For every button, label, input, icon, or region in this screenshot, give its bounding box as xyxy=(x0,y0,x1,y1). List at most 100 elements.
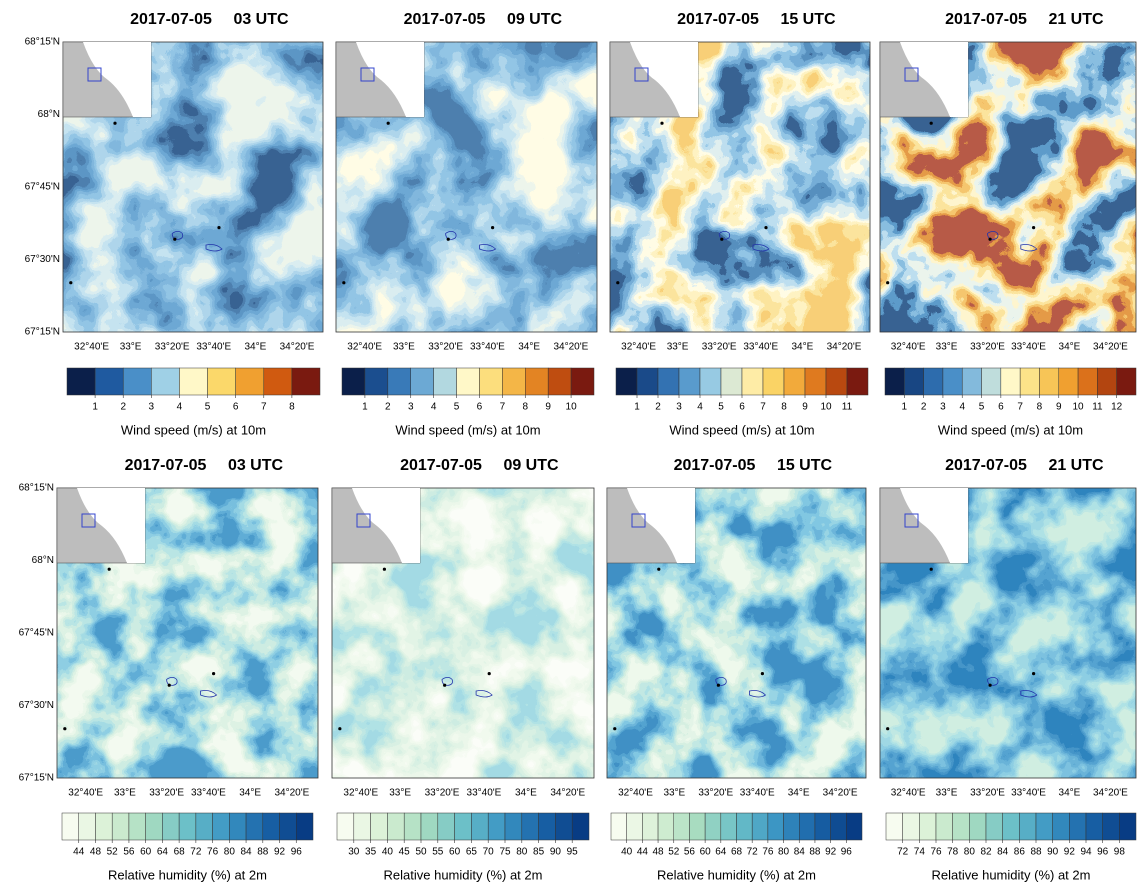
colorbar-tick-label: 64 xyxy=(157,847,169,858)
station xyxy=(113,122,116,125)
colorbar-tick-label: 72 xyxy=(190,847,202,858)
colorbar-tick-label: 88 xyxy=(809,847,821,858)
station xyxy=(491,226,494,229)
colorbar-tick-label: 92 xyxy=(274,847,286,858)
colorbar-tick-label: 5 xyxy=(979,402,985,413)
colorbar-tick-label: 7 xyxy=(500,402,506,413)
lon-label: 33°20'E xyxy=(970,342,1005,353)
colorbar-tick-label: 84 xyxy=(794,847,806,858)
colorbar-box xyxy=(700,368,721,395)
colorbar-tick-label: 92 xyxy=(825,847,837,858)
lon-label: 33°40'E xyxy=(191,788,226,799)
colorbar-box xyxy=(784,368,805,395)
colorbar-tick-label: 64 xyxy=(715,847,727,858)
station xyxy=(63,727,66,730)
colorbar-tick-label: 68 xyxy=(731,847,743,858)
colorbar-box xyxy=(365,368,388,395)
lon-label: 33°40'E xyxy=(470,342,505,353)
colorbar-box xyxy=(1059,368,1078,395)
colorbar-tick-label: 1 xyxy=(902,402,908,413)
colorbar-tick-label: 94 xyxy=(1080,847,1092,858)
colorbar-box xyxy=(904,368,923,395)
colorbar-box xyxy=(616,368,637,395)
colorbar-box xyxy=(705,813,721,840)
station xyxy=(988,238,991,241)
colorbar-box xyxy=(903,813,920,840)
colorbar-box xyxy=(213,813,230,840)
colorbar-tick-label: 85 xyxy=(533,847,545,858)
colorbar-box xyxy=(342,368,365,395)
colorbar-box xyxy=(924,368,943,395)
colorbar-box xyxy=(826,368,847,395)
colorbar-box xyxy=(522,813,539,840)
colorbar-tick-label: 88 xyxy=(257,847,269,858)
colorbar-box xyxy=(768,813,784,840)
colorbar-tick-label: 2 xyxy=(921,402,927,413)
lat-label: 67°45'N xyxy=(25,182,60,193)
colorbar-box xyxy=(627,813,643,840)
colorbar-tick-label: 56 xyxy=(684,847,696,858)
colorbar-tick-label: 5 xyxy=(205,402,211,413)
lon-label: 32°40'E xyxy=(618,788,653,799)
lon-label: 33°20'E xyxy=(702,342,737,353)
colorbar-box xyxy=(936,813,953,840)
lon-label: 32°40'E xyxy=(74,342,109,353)
colorbar-tick-label: 68 xyxy=(174,847,186,858)
panel-date: 2017-07-05 xyxy=(945,11,1027,28)
colorbar-box xyxy=(555,813,572,840)
colorbar-tick-label: 95 xyxy=(567,847,579,858)
colorbar-box xyxy=(457,368,480,395)
panel-time: 21 UTC xyxy=(1048,11,1104,28)
colorbar-caption: Relative humidity (%) at 2m xyxy=(384,867,543,882)
colorbar-box xyxy=(280,813,297,840)
lat-label: 68°15'N xyxy=(19,483,54,494)
colorbar-box xyxy=(455,813,472,840)
panel: 2017-07-0515 UTC32°40'E33°E33°20'E33°40'… xyxy=(610,11,870,437)
colorbar-box xyxy=(404,813,421,840)
station xyxy=(173,238,176,241)
panel-time: 21 UTC xyxy=(1048,457,1104,474)
colorbar-box xyxy=(179,368,207,395)
lat-label: 68°N xyxy=(32,555,54,566)
colorbar-box xyxy=(752,813,768,840)
colorbar-caption: Wind speed (m/s) at 10m xyxy=(395,422,540,437)
colorbar-tick-label: 60 xyxy=(700,847,712,858)
colorbar-box xyxy=(263,813,280,840)
colorbar-box xyxy=(642,813,658,840)
colorbar-tick-label: 2 xyxy=(120,402,126,413)
lon-label: 33°20'E xyxy=(149,788,184,799)
colorbar-tick-label: 10 xyxy=(820,402,832,413)
lon-label: 34°20'E xyxy=(553,342,588,353)
colorbar-tick-label: 60 xyxy=(140,847,152,858)
colorbar-box xyxy=(846,813,862,840)
lon-label: 34°E xyxy=(792,342,814,353)
colorbar-tick-label: 55 xyxy=(432,847,444,858)
lon-label: 33°E xyxy=(667,342,689,353)
colorbar-box xyxy=(1097,368,1116,395)
colorbar-caption: Relative humidity (%) at 2m xyxy=(657,867,816,882)
colorbar-box xyxy=(371,813,388,840)
colorbar-box xyxy=(196,813,213,840)
colorbar-tick-label: 4 xyxy=(959,402,965,413)
lat-label: 67°15'N xyxy=(25,327,60,338)
colorbar-box xyxy=(982,368,1001,395)
lon-label: 32°40'E xyxy=(68,788,103,799)
lon-label: 34°20'E xyxy=(823,788,858,799)
colorbar-box xyxy=(637,368,658,395)
colorbar-tick-label: 76 xyxy=(207,847,219,858)
colorbar-tick-label: 78 xyxy=(947,847,959,858)
lon-label: 34°20'E xyxy=(274,788,309,799)
panel-date: 2017-07-05 xyxy=(130,11,212,28)
lon-label: 32°40'E xyxy=(347,342,382,353)
colorbar-tick-label: 70 xyxy=(483,847,495,858)
colorbar-tick-label: 45 xyxy=(399,847,411,858)
panel-date: 2017-07-05 xyxy=(677,11,759,28)
station xyxy=(764,226,767,229)
panel-date: 2017-07-05 xyxy=(400,457,482,474)
colorbar-caption: Relative humidity (%) at 2m xyxy=(932,867,1091,882)
lon-label: 33°E xyxy=(120,342,142,353)
colorbar-box xyxy=(337,813,354,840)
figure: 2017-07-0503 UTC32°40'E33°E33°20'E33°40'… xyxy=(0,0,1137,883)
colorbar-tick-label: 90 xyxy=(550,847,562,858)
colorbar-tick-label: 10 xyxy=(566,402,578,413)
